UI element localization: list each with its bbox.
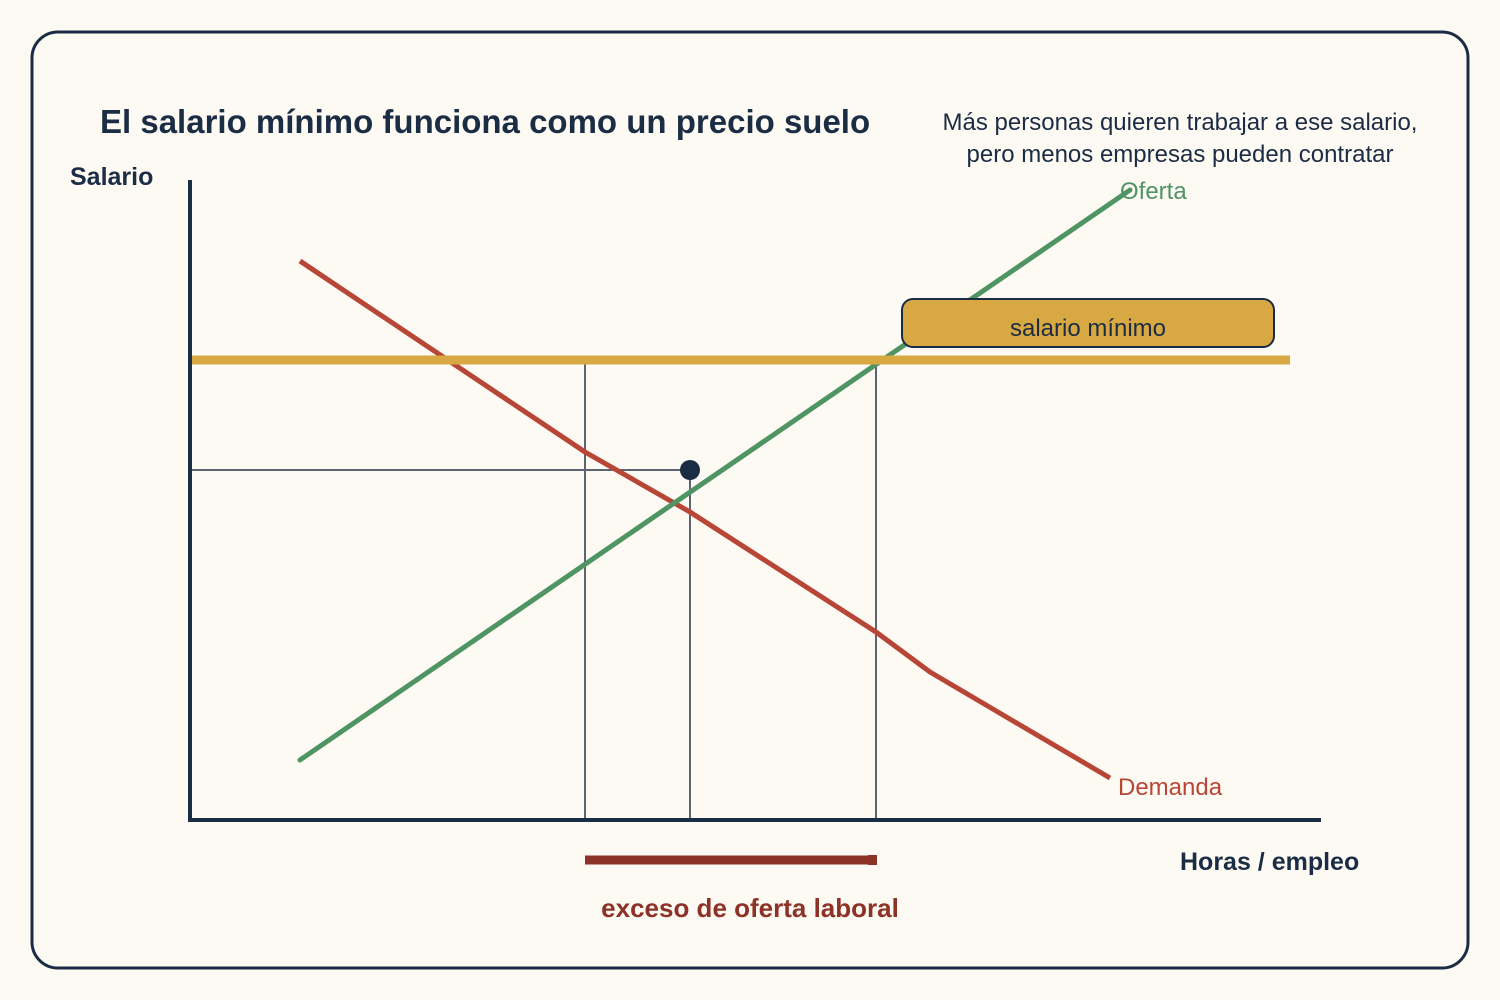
minimum-wage-badge-box bbox=[901, 298, 1275, 348]
minimum-wage-badge-label: salario mínimo bbox=[1010, 315, 1166, 342]
card-frame bbox=[30, 30, 1470, 970]
demand-curve-label: Demanda bbox=[1118, 774, 1223, 801]
diagram-title: El salario mínimo funciona como un preci… bbox=[100, 103, 870, 140]
x-axis-label: Horas / empleo bbox=[1180, 848, 1359, 876]
excess-supply-label: exceso de oferta laboral bbox=[601, 893, 899, 923]
note-line-2: pero menos empresas pueden contratar bbox=[967, 141, 1394, 168]
supply-curve-label: Oferta bbox=[1120, 178, 1187, 205]
y-axis-label: Salario bbox=[70, 163, 153, 191]
minimum-wage-badge: salario mínimo bbox=[901, 298, 1275, 348]
note-line-1: Más personas quieren trabajar a ese sala… bbox=[943, 109, 1418, 136]
demand-curve bbox=[298, 258, 1112, 781]
equilibrium-point bbox=[680, 460, 700, 480]
supply-curve bbox=[297, 187, 1133, 763]
excess-supply-arrow-cap bbox=[868, 855, 877, 865]
